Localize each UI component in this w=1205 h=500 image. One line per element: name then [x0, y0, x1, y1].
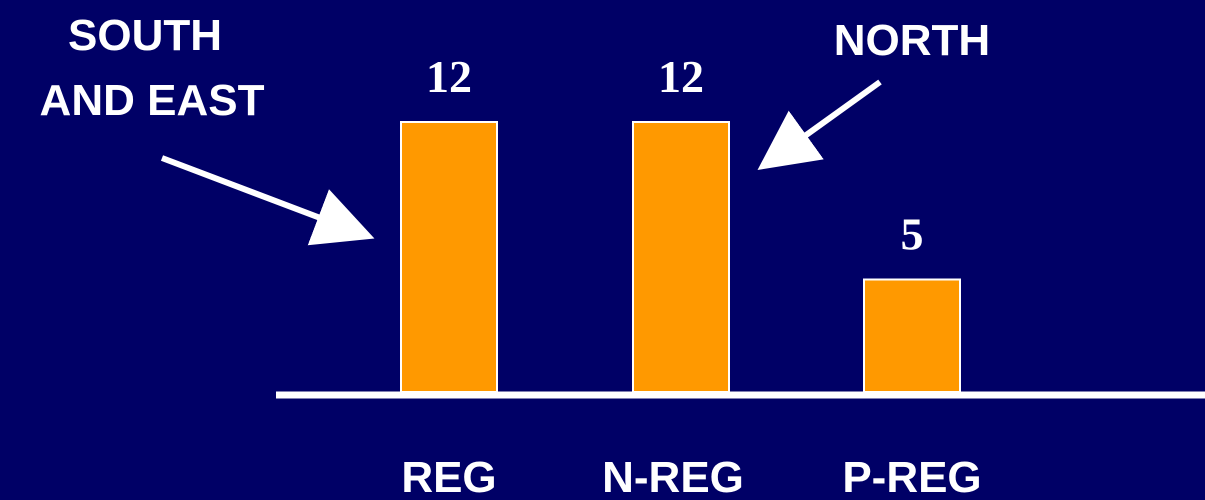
value-label-n-reg: 12	[658, 51, 704, 102]
category-label-p-reg: P-REG	[842, 453, 981, 500]
value-label-reg: 12	[426, 51, 472, 102]
value-label-p-reg: 5	[901, 209, 924, 260]
annotation-arrow-south	[160, 155, 375, 246]
value-labels-layer: 12 12 5	[426, 51, 924, 260]
annotation-north: NORTH	[757, 16, 990, 171]
annotation-arrow-north	[757, 79, 882, 171]
bar-reg	[400, 121, 498, 393]
annotation-north-label: NORTH	[834, 16, 990, 65]
bar-n-reg	[632, 121, 730, 393]
category-labels-layer: REG N-REG P-REG	[401, 453, 981, 500]
category-label-n-reg: N-REG	[602, 453, 744, 500]
annotation-south-line-1: SOUTH	[68, 11, 222, 60]
annotation-south-and-east: SOUTH AND EAST	[40, 11, 375, 246]
bar-p-reg	[863, 278, 961, 393]
category-label-reg: REG	[401, 453, 496, 500]
bars-layer	[400, 121, 961, 393]
annotation-south-line-2: AND EAST	[40, 76, 265, 125]
